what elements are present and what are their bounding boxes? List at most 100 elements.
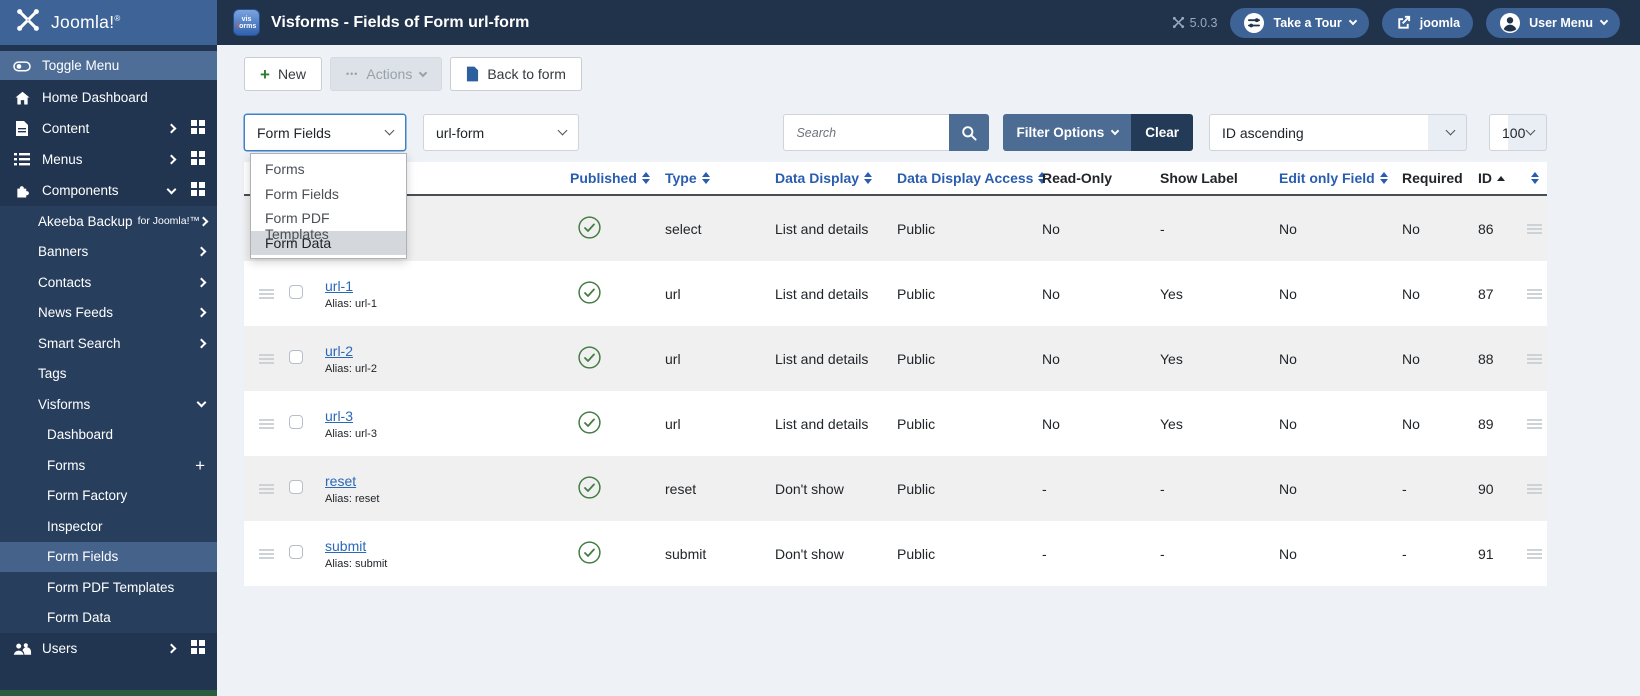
row-ordering-handle-icon[interactable] (1517, 223, 1547, 234)
sidebar-item-components[interactable]: Components (0, 175, 217, 206)
row-checkbox[interactable] (289, 350, 303, 364)
type-cell: url (665, 285, 681, 302)
sidebar-item-tags[interactable]: Tags (0, 358, 217, 389)
form-select[interactable]: url-form (423, 114, 579, 151)
grid-icon[interactable] (191, 640, 205, 657)
sidebar-item-form-fields[interactable]: Form Fields (0, 541, 217, 572)
clear-button[interactable]: Clear (1131, 114, 1193, 151)
sidebar-item-label: Forms (47, 457, 86, 473)
take-a-tour-button[interactable]: Take a Tour (1230, 7, 1369, 38)
row-checkbox[interactable] (289, 480, 303, 494)
new-button[interactable]: + New (244, 57, 322, 91)
sidebar-item-label: Banners (38, 244, 89, 260)
field-title-link[interactable]: url-2 (325, 342, 354, 359)
grid-icon[interactable] (191, 182, 205, 199)
search-button[interactable] (949, 114, 990, 151)
sidebar-item-form-data[interactable]: Form Data (0, 602, 217, 633)
grid-icon[interactable] (191, 151, 205, 168)
joomla-logo[interactable]: Joomla!® (0, 0, 217, 45)
row-ordering-handle-icon[interactable] (1517, 288, 1547, 299)
published-check-icon[interactable] (578, 475, 601, 499)
published-check-icon[interactable] (578, 345, 601, 369)
document-icon (467, 66, 479, 82)
row-ordering-handle-icon[interactable] (1517, 353, 1547, 364)
back-to-form-button[interactable]: Back to form (450, 57, 582, 91)
drag-handle-icon[interactable] (244, 483, 284, 494)
sidebar-item-form-pdf-templates[interactable]: Form PDF Templates (0, 572, 217, 603)
preview-site-button[interactable]: joomla (1381, 7, 1474, 38)
chevron-down-icon (1348, 16, 1358, 26)
view-type-select[interactable]: Form Fields (244, 114, 406, 151)
chevron-right-icon (196, 338, 207, 349)
sort-icon (864, 172, 873, 184)
drag-handle-icon[interactable] (244, 288, 284, 299)
show-label-cell: Yes (1160, 350, 1183, 367)
column-header-label: Show Label (1160, 170, 1238, 186)
row-ordering-handle-icon[interactable] (1517, 418, 1547, 429)
column-header-type[interactable]: Type (660, 170, 770, 186)
sidebar-item-menus[interactable]: Menus (0, 144, 217, 175)
row-ordering-handle-icon[interactable] (1517, 548, 1547, 559)
drag-handle-icon[interactable] (244, 353, 284, 364)
sidebar-item-news-feeds[interactable]: News Feeds (0, 297, 217, 328)
title-cell: submit Alias: submit (320, 538, 565, 570)
field-title-link[interactable]: url-1 (325, 277, 354, 294)
sidebar-item-home-dashboard[interactable]: Home Dashboard (0, 82, 217, 113)
sidebar-item-akeeba-backup[interactable]: Akeeba Backup for Joomla!™ (0, 206, 217, 237)
dropdown-option-form-pdf-templates[interactable]: Form PDF Templates (265, 210, 330, 242)
published-check-icon[interactable] (578, 215, 601, 239)
filter-options-button[interactable]: Filter Options (1003, 114, 1132, 151)
sidebar-item-users[interactable]: Users (0, 633, 217, 664)
table-body: select List and details Public No - No No 86 url… (244, 196, 1547, 586)
column-header-edit-only-field[interactable]: Edit only Field (1274, 170, 1397, 186)
sidebar-item-visforms[interactable]: Visforms (0, 389, 217, 420)
sidebar-item-contacts[interactable]: Contacts (0, 267, 217, 298)
drag-handle-icon[interactable] (244, 548, 284, 559)
column-header-published[interactable]: Published (565, 170, 660, 186)
grid-icon[interactable] (191, 120, 205, 137)
sidebar-item-forms[interactable]: Forms + (0, 450, 217, 481)
data-display-access-cell: Public (897, 285, 936, 302)
sidebar-item-form-factory[interactable]: Form Factory (0, 480, 217, 511)
read-only-cell: - (1042, 545, 1047, 562)
ordering-sort-icon[interactable] (1517, 172, 1547, 184)
row-checkbox[interactable] (289, 415, 303, 429)
sidebar-item-dashboard[interactable]: Dashboard (0, 419, 217, 450)
column-header-label: Read-Only (1042, 170, 1113, 186)
sort-icon (641, 172, 650, 184)
row-ordering-handle-icon[interactable] (1517, 483, 1547, 494)
drag-handle-icon[interactable] (244, 418, 284, 429)
published-check-icon[interactable] (578, 540, 601, 564)
table-row: url-1 Alias: url-1 url List and details Publ… (244, 261, 1547, 326)
sidebar-item-inspector[interactable]: Inspector (0, 511, 217, 542)
dropdown-option-forms[interactable]: Forms (265, 161, 305, 177)
field-title-link[interactable]: submit (325, 537, 367, 554)
data-display-access-cell: Public (897, 415, 936, 432)
actions-button[interactable]: ••• Actions (329, 57, 443, 91)
column-header-data-display[interactable]: Data Display (770, 170, 892, 186)
dropdown-option-form-data[interactable]: Form Data (251, 230, 406, 255)
column-header-read-only: Read-Only (1037, 170, 1155, 186)
sidebar-item-banners[interactable]: Banners (0, 236, 217, 267)
column-header-data-display-access[interactable]: Data Display Access (892, 170, 1047, 186)
published-check-icon[interactable] (578, 410, 601, 434)
sidebar-item-label: Home Dashboard (42, 90, 148, 105)
dropdown-option-form-fields[interactable]: Form Fields (265, 185, 339, 202)
search-input[interactable] (783, 114, 950, 151)
sidebar-item-toggle-menu[interactable]: Toggle Menu (0, 51, 217, 80)
user-menu-button[interactable]: User Menu (1486, 7, 1620, 38)
data-display-cell: Don't show (775, 480, 844, 497)
sidebar-item-content[interactable]: Content (0, 113, 217, 144)
published-check-icon[interactable] (578, 280, 601, 304)
plus-icon[interactable]: + (195, 455, 205, 475)
sidebar-item-smart-search[interactable]: Smart Search (0, 328, 217, 359)
list-limit-select[interactable]: 100 (1489, 114, 1547, 151)
row-checkbox[interactable] (289, 545, 303, 559)
field-title-link[interactable]: reset (325, 472, 357, 489)
sidebar-item-label: Form PDF Templates (47, 579, 175, 595)
required-cell: No (1402, 285, 1420, 302)
row-checkbox[interactable] (289, 285, 303, 299)
field-title-link[interactable]: url-3 (325, 407, 354, 424)
sort-order-select[interactable]: ID ascending (1209, 114, 1467, 151)
